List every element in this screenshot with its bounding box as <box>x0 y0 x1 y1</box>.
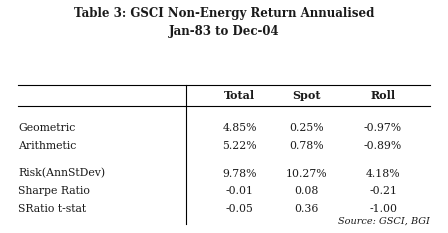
Text: 0.78%: 0.78% <box>289 141 324 151</box>
Text: Geometric: Geometric <box>18 123 75 133</box>
Text: 10.27%: 10.27% <box>286 169 327 178</box>
Text: Roll: Roll <box>370 90 396 101</box>
Text: 9.78%: 9.78% <box>222 169 257 178</box>
Text: Table 3: GSCI Non-Energy Return Annualised
Jan-83 to Dec-04: Table 3: GSCI Non-Energy Return Annualis… <box>74 7 374 38</box>
Text: Sharpe Ratio: Sharpe Ratio <box>18 186 90 196</box>
Text: 5.22%: 5.22% <box>222 141 257 151</box>
Text: Spot: Spot <box>293 90 321 101</box>
Text: Source: GSCI, BGI: Source: GSCI, BGI <box>338 217 430 226</box>
Text: Risk(AnnStDev): Risk(AnnStDev) <box>18 168 105 179</box>
Text: -0.21: -0.21 <box>369 186 397 196</box>
Text: SRatio t-stat: SRatio t-stat <box>18 204 86 213</box>
Text: Arithmetic: Arithmetic <box>18 141 76 151</box>
Text: -0.01: -0.01 <box>226 186 254 196</box>
Text: -0.05: -0.05 <box>226 204 254 213</box>
Text: 4.18%: 4.18% <box>366 169 401 178</box>
Text: -0.97%: -0.97% <box>364 123 402 133</box>
Text: 0.08: 0.08 <box>295 186 319 196</box>
Text: 4.85%: 4.85% <box>222 123 257 133</box>
Text: 0.25%: 0.25% <box>289 123 324 133</box>
Text: 0.36: 0.36 <box>295 204 319 213</box>
Text: Total: Total <box>224 90 255 101</box>
Text: -1.00: -1.00 <box>369 204 397 213</box>
Text: -0.89%: -0.89% <box>364 141 402 151</box>
